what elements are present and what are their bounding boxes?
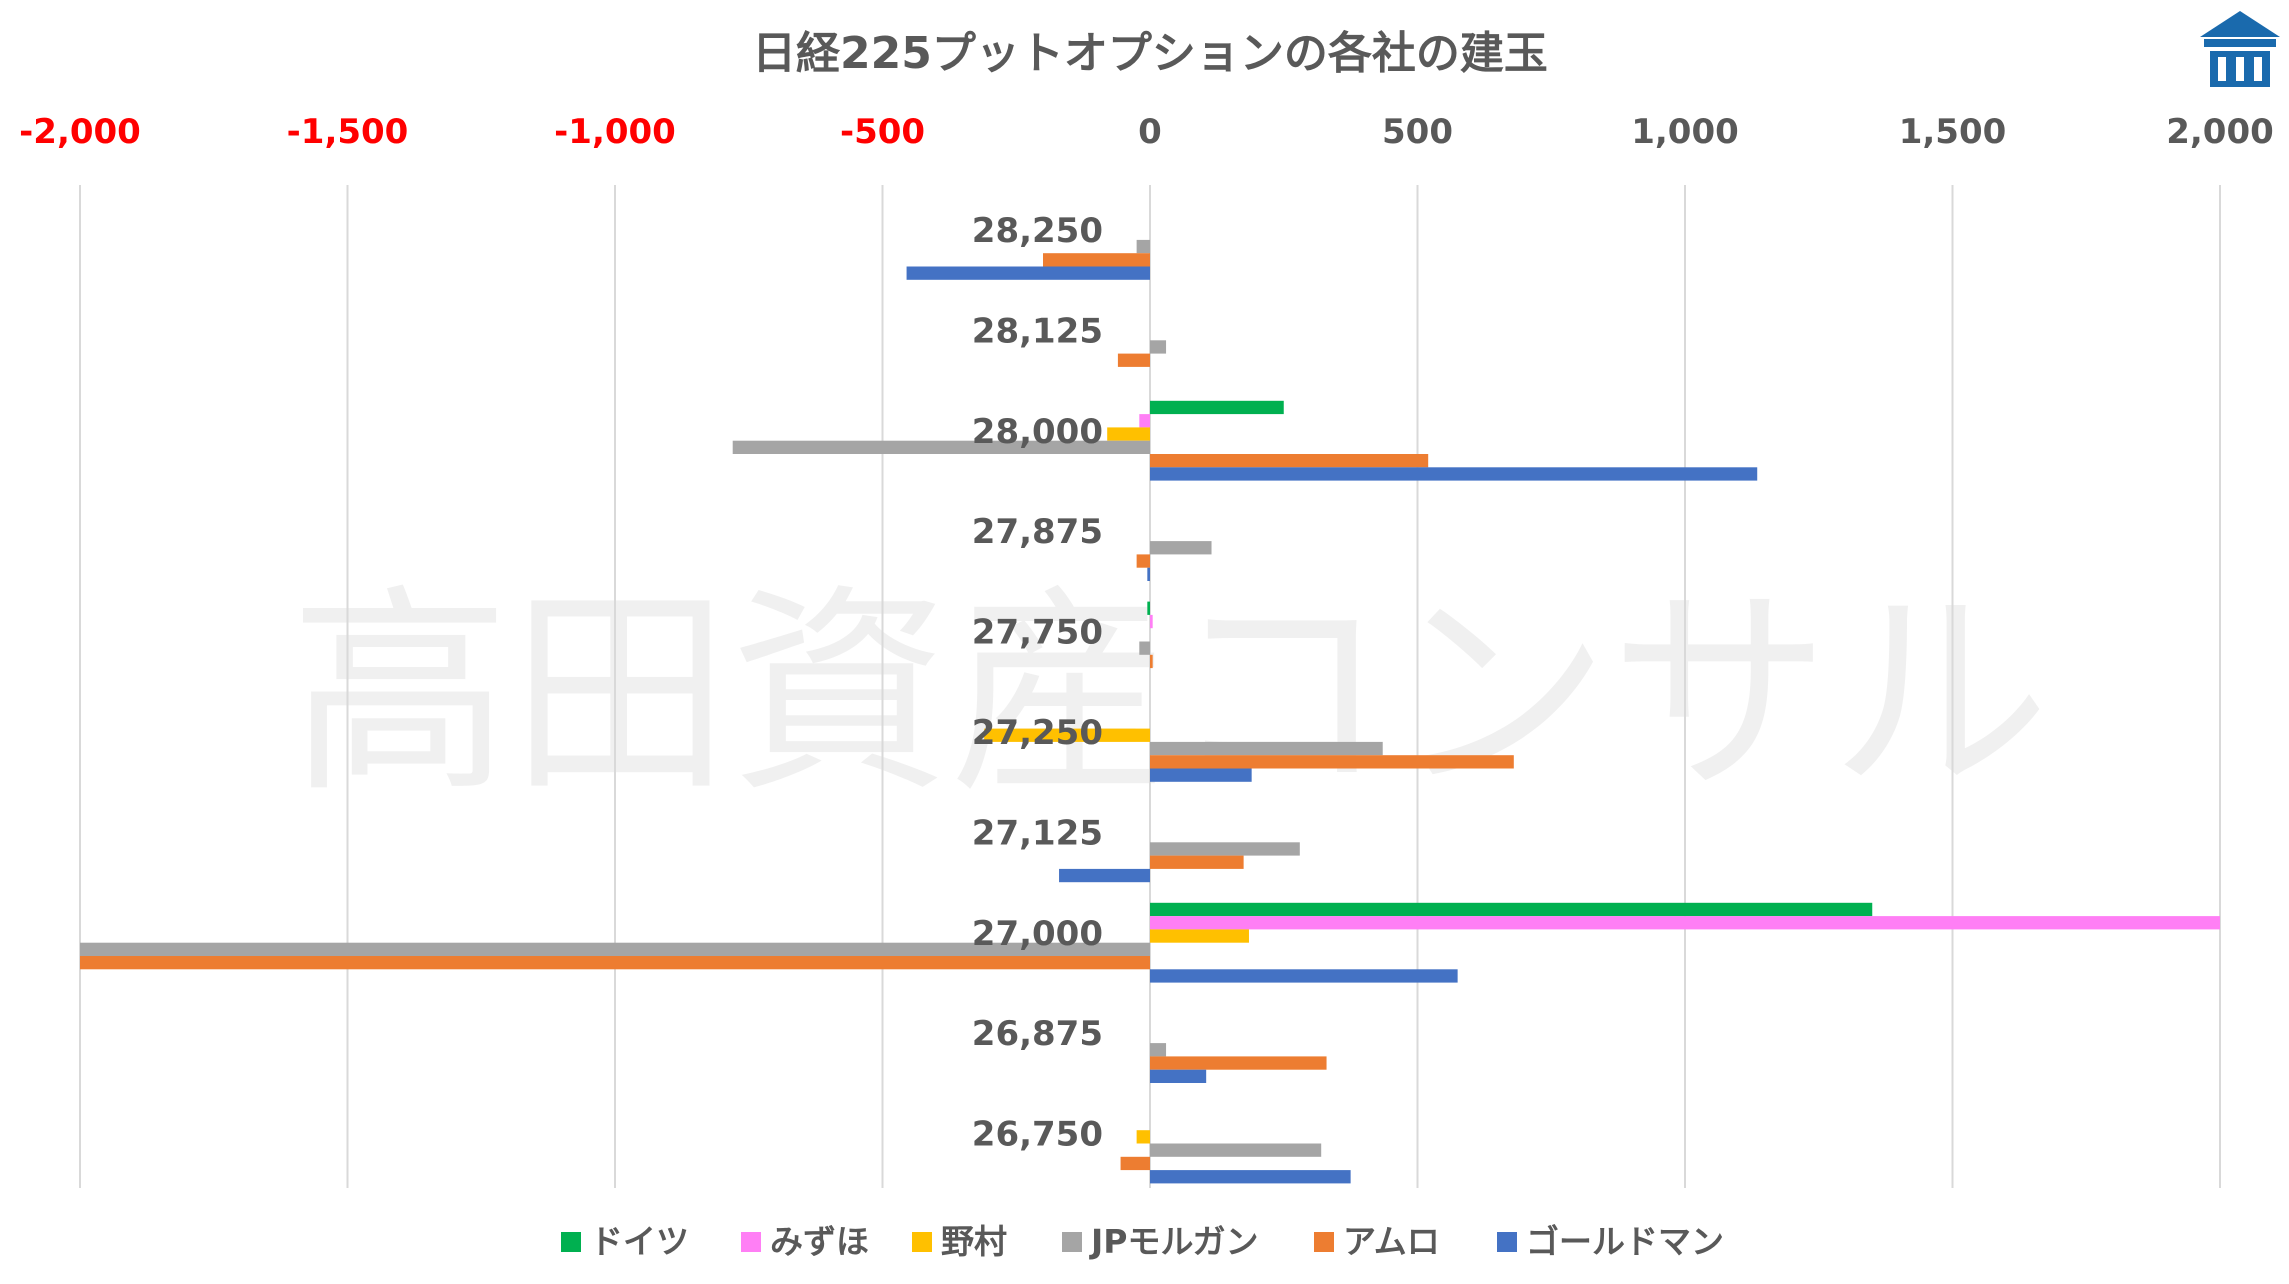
bar [1136,1130,1150,1144]
legend-label: 野村 [941,1222,1007,1261]
bar [1107,427,1150,441]
bar [1136,554,1150,568]
bar [1150,768,1252,782]
legend-label: みずほ [770,1222,869,1261]
legend-item: ドイツ [561,1222,689,1261]
legend-swatch [1062,1232,1082,1252]
category-label: 28,000 [972,412,1103,452]
x-axis: -2,000 -1,500 -1,000 -500 0 500 1,000 1,500 2,00… [19,112,2274,152]
x-tick-label: -1,500 [287,112,409,152]
bar [1150,929,1249,943]
category-labels: 28,250 28,125 28,000 27,875 27,750 27,250 27,1… [972,211,1103,1155]
legend: ドイツ みずほ 野村 JPモルガン アムロ ゴールドマン [561,1222,1724,1261]
x-tick-label: 2,000 [2166,112,2274,152]
bar [80,956,1150,970]
x-tick-label: -2,000 [19,112,141,152]
legend-label: アムロ [1343,1222,1440,1261]
bar [906,266,1150,280]
legend-swatch [1314,1232,1334,1252]
legend-item: 野村 [912,1222,1007,1261]
bar [1043,253,1150,267]
bar [1136,239,1150,254]
x-tick-label: 1,000 [1631,112,1739,152]
legend-item: アムロ [1314,1222,1440,1261]
bar [1150,541,1212,555]
bar [1150,400,1284,415]
legend-item: みずほ [741,1222,869,1261]
category-label: 27,875 [972,512,1103,552]
legend-swatch [1497,1232,1517,1252]
bar [1150,916,2220,930]
bar [1150,1170,1351,1184]
x-tick-label: 0 [1138,112,1162,152]
legend-item: JPモルガン [1062,1222,1258,1261]
bar [1150,902,1873,917]
x-tick-label: -500 [840,112,925,152]
bar [1139,414,1150,428]
x-tick-label: 1,500 [1899,112,2007,152]
x-tick-label: 500 [1382,112,1453,152]
category-label: 27,250 [972,713,1103,753]
bar [1150,1069,1207,1083]
bar [1059,868,1150,883]
bar [1150,614,1153,629]
bar [1150,741,1383,756]
bar [1150,454,1429,468]
logo-icon [2200,11,2280,87]
bar [1139,641,1150,655]
category-label: 27,125 [972,813,1103,853]
legend-label: ゴールドマン [1526,1222,1724,1261]
category-label: 26,875 [972,1014,1103,1054]
bar [1150,842,1300,856]
legend-swatch [912,1232,932,1252]
watermark: 高田資産コンサル [290,566,2050,822]
category-label: 27,750 [972,613,1103,653]
category-label: 26,750 [972,1115,1103,1155]
legend-swatch [741,1232,761,1252]
bar [1150,1056,1327,1070]
bars [80,239,2220,1184]
bar [1147,601,1150,615]
bar [732,440,1150,454]
bar [1150,467,1758,481]
legend-label: ドイツ [590,1222,689,1261]
bar [1117,353,1150,367]
legend-item: ゴールドマン [1497,1222,1724,1261]
bar [1147,567,1150,581]
chart-title: 日経225プットオプションの各社の建玉 [752,28,1548,79]
bar [1150,1043,1167,1057]
category-label: 28,125 [972,311,1103,351]
bar [984,728,1150,742]
bar [1150,340,1167,354]
bar [1150,1143,1322,1157]
bar [1150,969,1458,983]
bar [1150,654,1153,669]
legend-label: JPモルガン [1089,1222,1258,1261]
bar [1150,855,1244,869]
bar [80,942,1150,956]
bar [1150,755,1514,769]
category-label: 27,000 [972,914,1103,954]
bar [1120,1156,1150,1171]
category-label: 28,250 [972,211,1103,251]
x-tick-label: -1,000 [554,112,676,152]
legend-swatch [561,1232,581,1252]
